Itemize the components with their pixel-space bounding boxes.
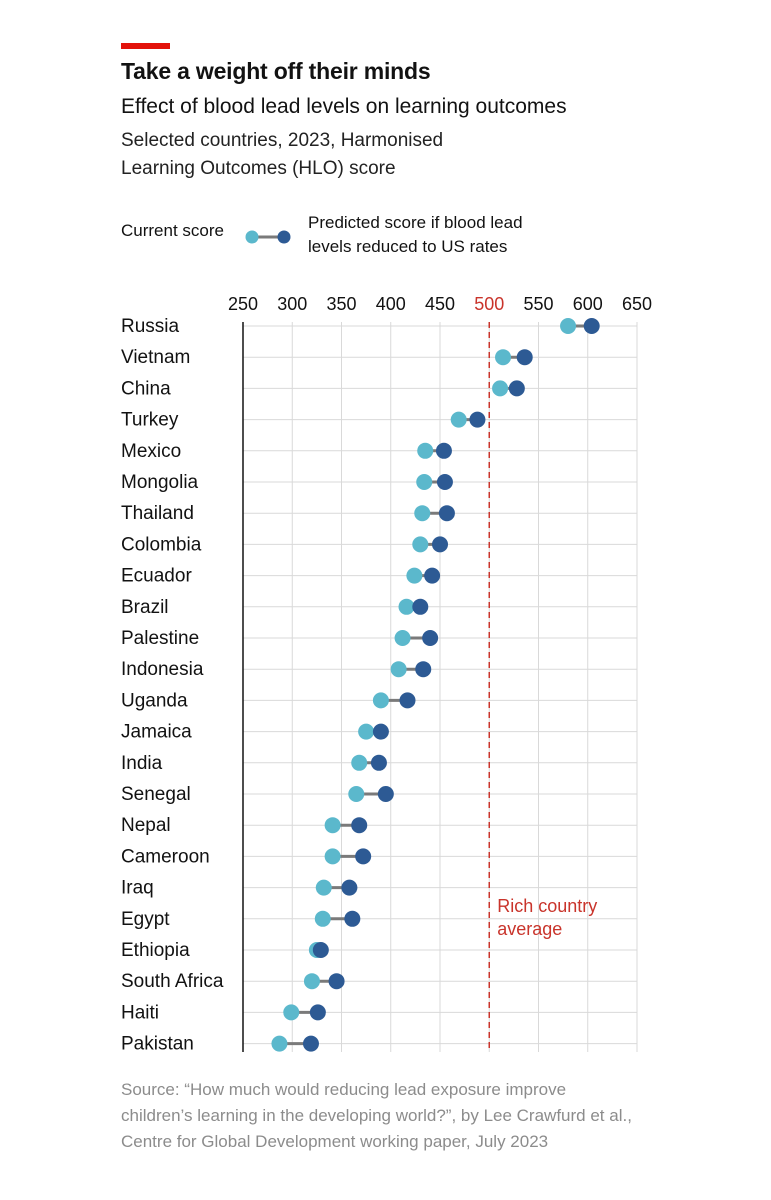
country-label: Pakistan [121,1034,194,1055]
predicted-score-dot [372,723,389,740]
country-label: Indonesia [121,659,204,680]
current-score-dot [398,598,415,615]
predicted-score-dot [508,380,525,397]
current-score-dot [450,411,467,428]
current-score-dot [348,786,365,802]
country-label: Brazil [121,597,169,618]
current-score-dot [394,630,411,646]
predicted-score-dot [583,318,600,334]
chart-title: Take a weight off their minds [121,58,431,84]
x-tick-label: 400 [376,294,406,314]
country-label: Russia [121,316,180,337]
source-note: Source: “How much would reducing lead ex… [121,1077,741,1155]
country-label: Cameroon [121,846,210,867]
country-label: Ecuador [121,566,192,587]
accent-bar [121,43,170,49]
legend-dumbbell-icon [245,230,291,244]
source-line: children’s learning in the developing wo… [121,1106,632,1125]
x-tick-label: 500 [474,294,504,314]
predicted-score-dot [399,692,416,709]
legend-predicted-line: levels reduced to US rates [308,237,508,256]
country-label: Turkey [121,410,179,431]
legend-predicted-line: Predicted score if blood lead [308,213,523,232]
reference-label: average [497,919,562,939]
current-score-dot [406,567,423,584]
country-label: Vietnam [121,347,190,368]
predicted-score-dot [312,942,329,958]
predicted-score-dot [422,630,439,646]
country-label: India [121,753,163,774]
country-label: Egypt [121,909,170,930]
current-score-dot [314,910,331,927]
x-tick-label: 600 [573,294,603,314]
predicted-score-dot [436,474,453,490]
country-label: Mexico [121,441,181,462]
country-label: Ethiopia [121,940,190,961]
predicted-score-dot [370,754,387,771]
x-tick-label: 300 [277,294,307,314]
current-score-dot [416,474,433,490]
chart-subtitle: Effect of blood lead levels on learning … [121,95,567,118]
predicted-score-dot [309,1004,326,1021]
predicted-score-dot [435,442,452,459]
x-tick-label: 450 [425,294,455,314]
current-score-dot [390,661,407,678]
dumbbell-chart: 250 300 350 400 450 500 550 600 650 Rich country a… [121,294,652,1055]
current-score-dot [492,380,509,397]
current-score-dot [271,1035,288,1052]
current-score-dot [283,1004,300,1021]
x-tick-label: 350 [326,294,356,314]
predicted-score-dot [516,349,533,366]
predicted-score-dot [328,973,345,990]
predicted-score-dot [438,505,455,522]
current-score-dot [495,349,512,366]
country-label: Nepal [121,815,171,836]
current-score-dot [414,505,431,522]
legend-predicted-label: Predicted score if blood lead levels red… [308,211,568,259]
predicted-score-dot [351,817,368,834]
predicted-score-dot [469,411,486,428]
country-label: Iraq [121,878,154,899]
source-line: Centre for Global Development working pa… [121,1132,549,1151]
country-label: South Africa [121,971,224,992]
country-label: Jamaica [121,722,192,743]
predicted-score-dot [302,1035,319,1052]
reference-label: Rich country [497,896,597,916]
country-label: China [121,378,171,399]
country-label: Palestine [121,628,199,649]
x-tick-label: 650 [622,294,652,314]
x-tick-label: 550 [523,294,553,314]
country-label: Senegal [121,784,191,805]
predicted-score-dot [344,910,361,927]
predicted-score-dot [412,598,429,615]
current-score-dot [412,536,429,553]
country-label: Thailand [121,503,194,524]
predicted-score-dot [341,879,358,896]
description-line: Selected countries, 2023, Harmonised [121,130,444,151]
current-score-dot [417,442,434,459]
legend-current-label: Current score [121,221,224,240]
current-score-dot [324,848,341,865]
description-line: Learning Outcomes (HLO) score [121,158,396,179]
predicted-score-dot [377,786,394,802]
country-label: Colombia [121,534,202,555]
predicted-score-dot [424,567,441,584]
current-score-dot [315,879,332,896]
country-label: Haiti [121,1002,159,1023]
source-line: Source: “How much would reducing lead ex… [121,1080,567,1099]
current-score-dot [372,692,389,709]
predicted-score-dot [355,848,372,865]
current-score-dot [324,817,341,834]
x-tick-label: 250 [228,294,258,314]
chart-description: Selected countries, 2023, Harmonised Lea… [121,127,443,183]
current-score-dot [351,754,368,771]
predicted-score-dot [415,661,432,678]
current-score-dot [303,973,320,990]
current-score-dot [560,318,577,334]
current-score-dot [358,723,375,740]
country-label: Mongolia [121,472,199,493]
country-label: Uganda [121,690,188,711]
predicted-score-dot [432,536,448,553]
